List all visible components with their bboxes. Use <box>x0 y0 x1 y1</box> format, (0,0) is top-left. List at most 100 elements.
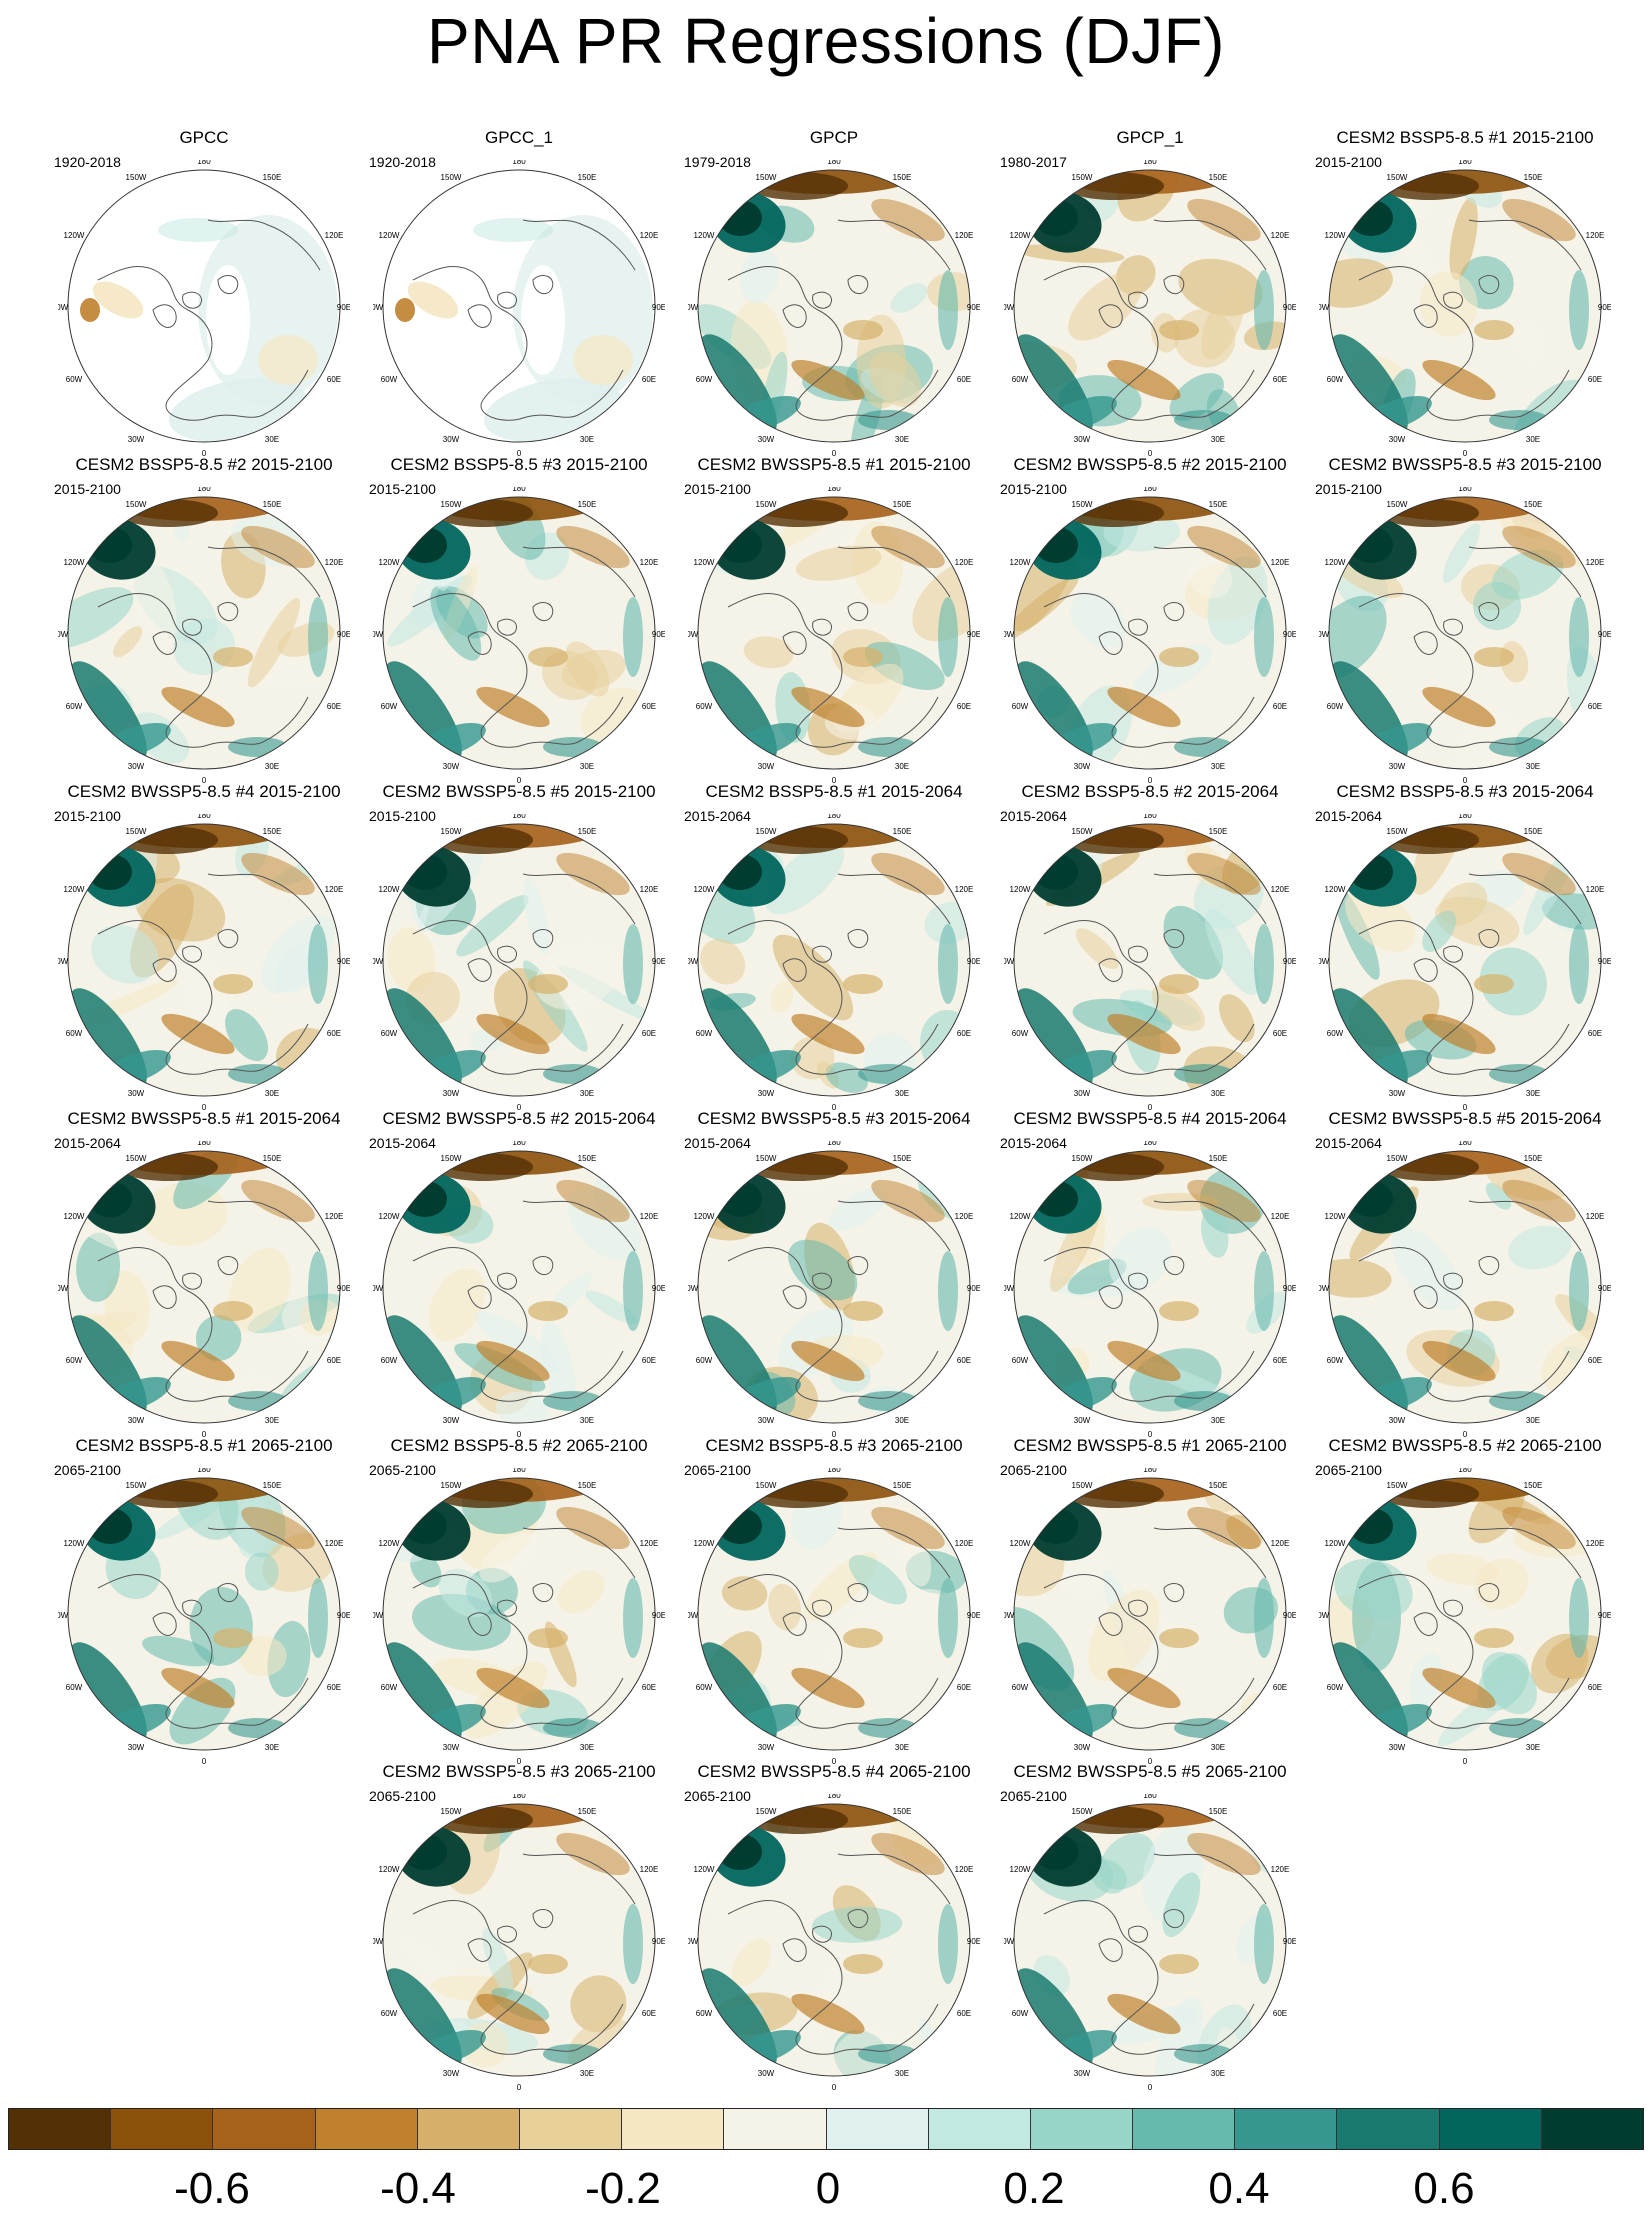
map-label-n: 180 <box>197 814 211 820</box>
colorbar-swatch <box>9 2109 112 2149</box>
map-label-w: 90W <box>1319 1284 1330 1293</box>
colorbar-swatch <box>417 2109 520 2149</box>
map-label-e: 90E <box>652 1284 665 1293</box>
map-panel: GPCC_1 1920-2018 180 150W 150E 120W 120E 90W 90E… <box>361 128 677 458</box>
panel-title: CESM2 BWSSP5-8.5 #4 2015-2064 <box>1013 1109 1287 1128</box>
map-label-e: 90E <box>337 957 350 966</box>
map-label-wnw: 120W <box>1010 885 1031 894</box>
map-label-ese: 60E <box>642 702 656 711</box>
map-label-n: 180 <box>1458 160 1472 166</box>
map-label-w: 90W <box>1004 1611 1015 1620</box>
polar-map: 180 150W 150E 120W 120E 90W 90E 60W 60E 30W 30E 0 <box>1004 1468 1296 1766</box>
map-label-n: 180 <box>197 1141 211 1147</box>
map-label-n: 180 <box>197 1468 211 1474</box>
map-label-w: 90W <box>373 303 384 312</box>
map-label-ne: 150E <box>263 500 282 509</box>
map-label-wnw: 120W <box>64 231 85 240</box>
colorbar-swatch <box>111 2109 214 2149</box>
map-label-e: 90E <box>337 1284 350 1293</box>
map-label-ne: 150E <box>1524 173 1543 182</box>
map-label-nw: 150W <box>756 827 777 836</box>
map-label-wsw: 60W <box>696 1029 713 1038</box>
colorbar-tick-label: 0.2 <box>1003 2164 1065 2213</box>
map-label-wsw: 60W <box>381 1029 398 1038</box>
map-label-e: 90E <box>1598 1611 1611 1620</box>
map-panel: CESM2 BWSSP5-8.5 #3 2015-2100 2015-2100 18… <box>1307 455 1623 785</box>
polar-map: 180 150W 150E 120W 120E 90W 90E 60W 60E 30W 30E 0 <box>1319 1141 1611 1439</box>
map-label-e: 90E <box>337 1611 350 1620</box>
map-label-n: 180 <box>1143 487 1157 493</box>
map-label-ene: 120E <box>1586 885 1605 894</box>
map-label-nw: 150W <box>441 500 462 509</box>
panel-title: CESM2 BSSP5-8.5 #3 2015-2100 <box>390 455 648 474</box>
map-label-ese: 60E <box>642 375 656 384</box>
map-label-sw: 30W <box>443 1416 460 1425</box>
map-label-wsw: 60W <box>1327 1029 1344 1038</box>
map-label-w: 90W <box>1319 1611 1330 1620</box>
polar-map: 180 150W 150E 120W 120E 90W 90E 60W 60E 30W 30E 0 <box>58 160 350 458</box>
map-label-w: 90W <box>58 957 69 966</box>
panel-title: GPCC <box>179 128 229 147</box>
map-label-ene: 120E <box>955 1539 974 1548</box>
map-label-w: 90W <box>373 957 384 966</box>
map-label-ene: 120E <box>325 1539 344 1548</box>
panel-period: 2065-2100 <box>54 1462 121 1478</box>
panel-title: CESM2 BWSSP5-8.5 #1 2015-2100 <box>697 455 971 474</box>
map-label-nw: 150W <box>126 1154 147 1163</box>
map-panel: CESM2 BWSSP5-8.5 #5 2015-2064 2015-2064 18… <box>1307 1109 1623 1439</box>
map-label-ene: 120E <box>1271 558 1290 567</box>
map-label-wsw: 60W <box>66 375 83 384</box>
polar-map: 180 150W 150E 120W 120E 90W 90E 60W 60E 30W 30E 0 <box>688 1141 980 1439</box>
map-label-e: 90E <box>337 630 350 639</box>
map-label-wnw: 120W <box>1325 885 1346 894</box>
map-label-sw: 30W <box>128 762 145 771</box>
colorbar-swatch <box>1439 2109 1542 2149</box>
map-label-s: 0 <box>1148 1430 1153 1439</box>
map-label-sw: 30W <box>443 2069 460 2078</box>
colorbar-swatch <box>1133 2109 1236 2149</box>
map-label-e: 90E <box>967 957 980 966</box>
colorbar-swatch <box>622 2109 725 2149</box>
map-label-wnw: 120W <box>694 1212 715 1221</box>
map-label-s: 0 <box>832 776 837 785</box>
map-label-n: 180 <box>512 487 526 493</box>
panel-title: CESM2 BWSSP5-8.5 #5 2065-2100 <box>1013 1762 1287 1781</box>
map-label-nw: 150W <box>1072 500 1093 509</box>
map-label-nw: 150W <box>126 173 147 182</box>
map-label-wsw: 60W <box>696 2009 713 2018</box>
colorbar-swatch <box>1337 2109 1440 2149</box>
panel-period: 2015-2100 <box>369 808 436 824</box>
map-label-n: 180 <box>197 487 211 493</box>
map-label-sw: 30W <box>1389 1416 1406 1425</box>
map-panel: CESM2 BSSP5-8.5 #1 2015-2064 2015-2064 180… <box>676 782 992 1112</box>
map-label-ene: 120E <box>1271 1865 1290 1874</box>
colorbar-swatch <box>724 2109 827 2149</box>
map-label-ese: 60E <box>1588 1029 1602 1038</box>
map-panel: CESM2 BWSSP5-8.5 #4 2015-2100 2015-2100 18… <box>46 782 362 1112</box>
polar-map: 180 150W 150E 120W 120E 90W 90E 60W 60E 30W 30E 0 <box>688 487 980 785</box>
map-panel: CESM2 BSSP5-8.5 #2 2065-2100 2065-2100 180… <box>361 1436 677 1766</box>
map-label-wnw: 120W <box>1010 231 1031 240</box>
map-label-se: 30E <box>1526 1743 1540 1752</box>
panel-title: CESM2 BSSP5-8.5 #3 2015-2064 <box>1336 782 1594 801</box>
map-label-ne: 150E <box>578 500 597 509</box>
map-label-se: 30E <box>265 762 279 771</box>
map-label-ese: 60E <box>327 375 341 384</box>
map-panel: CESM2 BWSSP5-8.5 #2 2065-2100 2065-2100 18… <box>1307 1436 1623 1766</box>
map-label-n: 180 <box>1143 814 1157 820</box>
map-label-ne: 150E <box>1209 1154 1228 1163</box>
map-label-nw: 150W <box>441 173 462 182</box>
map-label-n: 180 <box>1458 487 1472 493</box>
map-label-sw: 30W <box>1074 1416 1091 1425</box>
map-label-s: 0 <box>1463 1430 1468 1439</box>
map-panel: CESM2 BSSP5-8.5 #1 2065-2100 2065-2100 180… <box>46 1436 362 1766</box>
map-panel: CESM2 BWSSP5-8.5 #4 2065-2100 2065-2100 18… <box>676 1762 992 2092</box>
map-label-s: 0 <box>832 1430 837 1439</box>
map-label-ese: 60E <box>1588 702 1602 711</box>
map-label-wsw: 60W <box>66 1683 83 1692</box>
map-label-wnw: 120W <box>1010 1865 1031 1874</box>
map-label-s: 0 <box>202 1757 207 1766</box>
map-label-n: 180 <box>512 1794 526 1800</box>
map-label-s: 0 <box>1463 776 1468 785</box>
map-label-ene: 120E <box>955 1212 974 1221</box>
